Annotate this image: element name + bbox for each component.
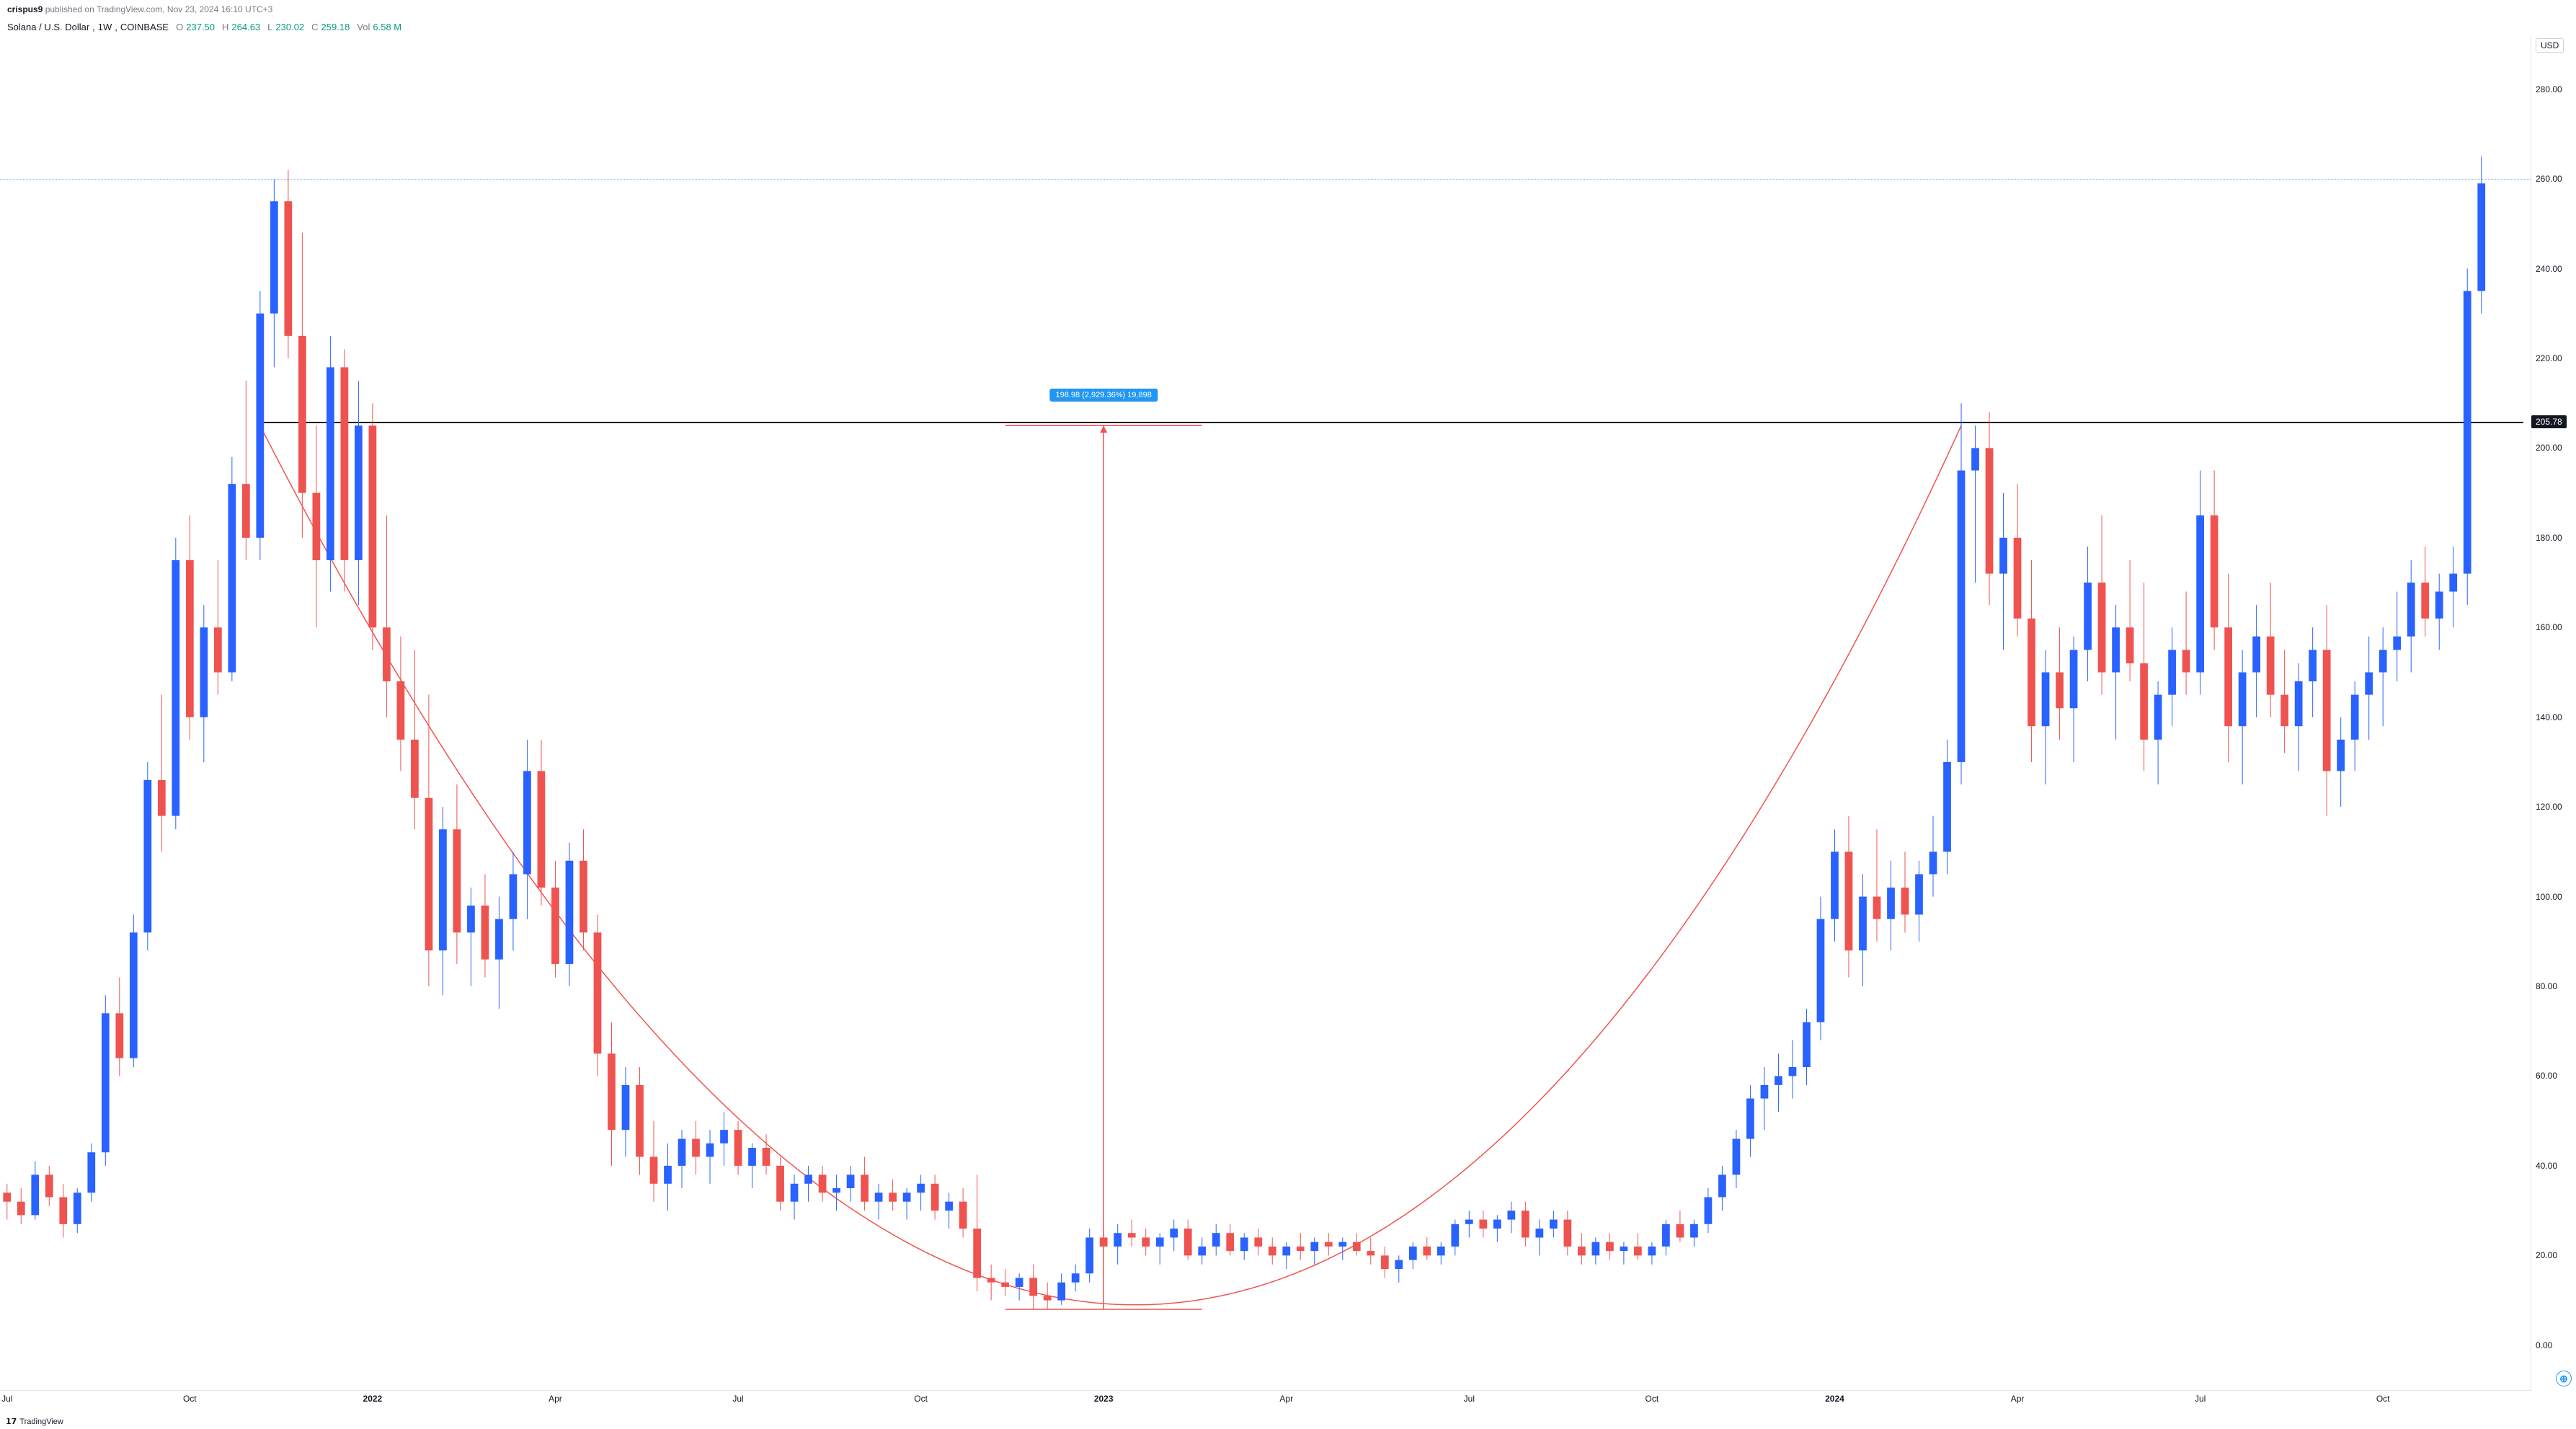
author: crispus9 [7,4,43,14]
brand-text: TradingView [19,1417,63,1426]
footer: 𝟭𝟳 TradingView [0,1414,2576,1429]
x-tick-label: Apr [1279,1394,1293,1404]
y-tick-label: 220.00 [2536,353,2562,363]
separator-comma: , [92,22,95,32]
y-tick-label: 180.00 [2536,533,2562,543]
y-tick-label: 20.00 [2536,1250,2557,1260]
y-tick-label: 0.00 [2536,1340,2552,1350]
high-label: H [222,22,228,32]
close-label: C [311,22,318,32]
published-on-text: published on TradingView.com, Nov 23, 20… [45,4,273,14]
interval[interactable]: 1W [98,22,112,32]
price-axis-tag: 205.78 [2531,415,2567,428]
x-tick-label: 2022 [363,1394,383,1404]
x-tick-label: Apr [548,1394,562,1404]
publish-header: crispus9 published on TradingView.com, N… [0,0,2576,19]
vol-value: 6.58 M [373,22,401,32]
x-axis[interactable]: Jul Oct 2022 Apr Jul Oct 2023 Apr Jul Oct 2024 Apr J… [0,1391,2576,1414]
y-tick-label: 200.00 [2536,443,2562,453]
x-tick-label: Oct [2376,1394,2390,1404]
chart-plot[interactable]: 198.98 (2,929.36%) 19,898 [0,35,2531,1391]
y-tick-label: 160.00 [2536,622,2562,632]
vol-label: Vol [357,22,370,32]
x-tick-label: Oct [914,1394,928,1404]
y-tick-label: 100.00 [2536,892,2562,902]
chart-svg [0,35,2531,1390]
y-tick-label: 120.00 [2536,802,2562,812]
cup-arc [260,425,1961,1304]
x-tick-label: Oct [183,1394,197,1404]
y-tick-label: 140.00 [2536,712,2562,722]
symbol-info-bar: Solana / U.S. Dollar , 1W , COINBASE O23… [0,19,2576,35]
open-label: O [176,22,183,32]
chart-area[interactable]: 198.98 (2,929.36%) 19,898 USD ⊕ 0.00 20.0… [0,35,2576,1391]
y-tick-label: 40.00 [2536,1161,2557,1171]
y-axis[interactable]: USD ⊕ 0.00 20.00 40.00 60.00 80.00 100.00 120.… [2531,35,2576,1391]
separator-comma: , [115,22,117,32]
currency-badge[interactable]: USD [2536,38,2564,53]
x-tick-label: Jul [732,1394,743,1404]
x-tick-label: Oct [1645,1394,1659,1404]
open-value: 237.50 [186,22,215,32]
exchange[interactable]: COINBASE [120,22,169,32]
add-button[interactable]: ⊕ [2556,1371,2572,1386]
y-tick-label: 240.00 [2536,264,2562,274]
y-tick-label: 280.00 [2536,84,2562,94]
symbol-pair[interactable]: Solana / U.S. Dollar [7,22,89,32]
tradingview-logo-icon: 𝟭𝟳 [6,1417,17,1426]
x-tick-label: Jul [1,1394,12,1404]
close-value: 259.18 [321,22,350,32]
x-tick-label: 2023 [1094,1394,1114,1404]
low-value: 230.02 [275,22,304,32]
low-label: L [267,22,272,32]
x-tick-label: Apr [2011,1394,2025,1404]
y-tick-label: 60.00 [2536,1071,2557,1081]
y-tick-label: 260.00 [2536,174,2562,184]
x-tick-label: 2024 [1825,1394,1844,1404]
x-tick-label: Jul [1464,1394,1475,1404]
high-value: 264.63 [231,22,260,32]
x-tick-label: Jul [2195,1394,2206,1404]
y-tick-label: 80.00 [2536,981,2557,991]
